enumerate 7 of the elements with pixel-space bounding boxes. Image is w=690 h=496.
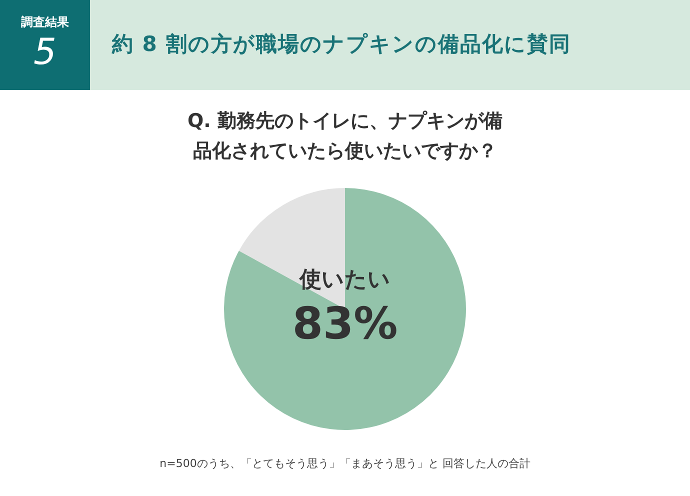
text: 調査結果	[20, 14, 70, 31]
slice-label: 使いたい	[298, 268, 390, 293]
text: 5	[32, 31, 58, 75]
chart-title: 約 8 割の方が職場のナプキンの備品化に賛同	[112, 31, 572, 58]
text: n=500のうち、「とてもそう思う」「まあそう思う」と 回答した人の合計	[158, 456, 532, 471]
data-label: 83%	[292, 298, 398, 350]
chart-subtitle: Q. 勤務先のトイレに、ナプキンが備品化されていたら使いたいですか？	[186, 109, 504, 164]
